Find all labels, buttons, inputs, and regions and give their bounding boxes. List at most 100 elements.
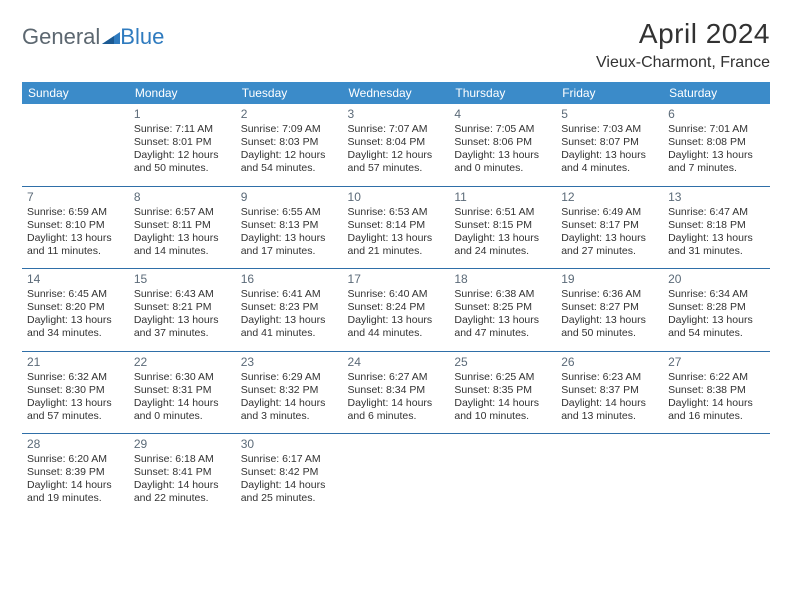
sunrise-line: Sunrise: 6:32 AM	[27, 371, 124, 384]
calendar-row: 28Sunrise: 6:20 AMSunset: 8:39 PMDayligh…	[22, 434, 770, 516]
daylight-line: Daylight: 13 hours and 21 minutes.	[348, 232, 445, 258]
calendar-cell: 26Sunrise: 6:23 AMSunset: 8:37 PMDayligh…	[556, 351, 663, 434]
calendar-cell: 3Sunrise: 7:07 AMSunset: 8:04 PMDaylight…	[343, 104, 450, 186]
calendar-cell: 1Sunrise: 7:11 AMSunset: 8:01 PMDaylight…	[129, 104, 236, 186]
sunrise-line: Sunrise: 6:27 AM	[348, 371, 445, 384]
calendar-row: 21Sunrise: 6:32 AMSunset: 8:30 PMDayligh…	[22, 351, 770, 434]
calendar-cell: 13Sunrise: 6:47 AMSunset: 8:18 PMDayligh…	[663, 186, 770, 269]
sunset-line: Sunset: 8:20 PM	[27, 301, 124, 314]
daylight-line: Daylight: 14 hours and 10 minutes.	[454, 397, 551, 423]
day-number: 21	[27, 355, 124, 370]
day-number: 10	[348, 190, 445, 205]
day-number: 8	[134, 190, 231, 205]
sunset-line: Sunset: 8:41 PM	[134, 466, 231, 479]
daylight-line: Daylight: 12 hours and 54 minutes.	[241, 149, 338, 175]
sunset-line: Sunset: 8:04 PM	[348, 136, 445, 149]
daylight-line: Daylight: 13 hours and 57 minutes.	[27, 397, 124, 423]
sunset-line: Sunset: 8:21 PM	[134, 301, 231, 314]
sunset-line: Sunset: 8:08 PM	[668, 136, 765, 149]
day-number: 23	[241, 355, 338, 370]
sunrise-line: Sunrise: 6:38 AM	[454, 288, 551, 301]
day-number: 13	[668, 190, 765, 205]
sunset-line: Sunset: 8:23 PM	[241, 301, 338, 314]
day-number: 27	[668, 355, 765, 370]
sunset-line: Sunset: 8:30 PM	[27, 384, 124, 397]
daylight-line: Daylight: 13 hours and 44 minutes.	[348, 314, 445, 340]
day-number: 15	[134, 272, 231, 287]
daylight-line: Daylight: 13 hours and 27 minutes.	[561, 232, 658, 258]
sunset-line: Sunset: 8:28 PM	[668, 301, 765, 314]
calendar-cell: 7Sunrise: 6:59 AMSunset: 8:10 PMDaylight…	[22, 186, 129, 269]
daylight-line: Daylight: 14 hours and 19 minutes.	[27, 479, 124, 505]
brand-logo: General Blue	[22, 18, 164, 50]
sunrise-line: Sunrise: 6:23 AM	[561, 371, 658, 384]
daylight-line: Daylight: 13 hours and 31 minutes.	[668, 232, 765, 258]
calendar-cell	[343, 434, 450, 516]
sunrise-line: Sunrise: 7:07 AM	[348, 123, 445, 136]
daylight-line: Daylight: 13 hours and 11 minutes.	[27, 232, 124, 258]
daylight-line: Daylight: 14 hours and 16 minutes.	[668, 397, 765, 423]
sunset-line: Sunset: 8:42 PM	[241, 466, 338, 479]
sunset-line: Sunset: 8:14 PM	[348, 219, 445, 232]
calendar-cell: 30Sunrise: 6:17 AMSunset: 8:42 PMDayligh…	[236, 434, 343, 516]
daylight-line: Daylight: 13 hours and 0 minutes.	[454, 149, 551, 175]
month-title: April 2024	[596, 18, 770, 50]
calendar-cell: 10Sunrise: 6:53 AMSunset: 8:14 PMDayligh…	[343, 186, 450, 269]
sunrise-line: Sunrise: 6:20 AM	[27, 453, 124, 466]
day-number: 12	[561, 190, 658, 205]
sunrise-line: Sunrise: 6:40 AM	[348, 288, 445, 301]
calendar-cell	[449, 434, 556, 516]
day-number: 14	[27, 272, 124, 287]
weekday-header: Thursday	[449, 82, 556, 104]
calendar-table: Sunday Monday Tuesday Wednesday Thursday…	[22, 82, 770, 516]
day-number: 24	[348, 355, 445, 370]
sunrise-line: Sunrise: 6:34 AM	[668, 288, 765, 301]
daylight-line: Daylight: 13 hours and 4 minutes.	[561, 149, 658, 175]
sunset-line: Sunset: 8:31 PM	[134, 384, 231, 397]
day-number: 22	[134, 355, 231, 370]
day-number: 30	[241, 437, 338, 452]
calendar-row: 14Sunrise: 6:45 AMSunset: 8:20 PMDayligh…	[22, 269, 770, 352]
daylight-line: Daylight: 14 hours and 3 minutes.	[241, 397, 338, 423]
sunset-line: Sunset: 8:06 PM	[454, 136, 551, 149]
day-number: 9	[241, 190, 338, 205]
sunset-line: Sunset: 8:01 PM	[134, 136, 231, 149]
calendar-cell: 22Sunrise: 6:30 AMSunset: 8:31 PMDayligh…	[129, 351, 236, 434]
calendar-cell: 9Sunrise: 6:55 AMSunset: 8:13 PMDaylight…	[236, 186, 343, 269]
day-number: 20	[668, 272, 765, 287]
day-number: 18	[454, 272, 551, 287]
weekday-header: Monday	[129, 82, 236, 104]
day-number: 26	[561, 355, 658, 370]
day-number: 19	[561, 272, 658, 287]
calendar-cell: 11Sunrise: 6:51 AMSunset: 8:15 PMDayligh…	[449, 186, 556, 269]
calendar-cell	[556, 434, 663, 516]
daylight-line: Daylight: 13 hours and 14 minutes.	[134, 232, 231, 258]
day-number: 4	[454, 107, 551, 122]
title-block: April 2024 Vieux-Charmont, France	[596, 18, 770, 72]
day-number: 29	[134, 437, 231, 452]
day-number: 16	[241, 272, 338, 287]
sunrise-line: Sunrise: 7:01 AM	[668, 123, 765, 136]
sunset-line: Sunset: 8:24 PM	[348, 301, 445, 314]
calendar-cell: 23Sunrise: 6:29 AMSunset: 8:32 PMDayligh…	[236, 351, 343, 434]
sunrise-line: Sunrise: 6:49 AM	[561, 206, 658, 219]
calendar-cell: 19Sunrise: 6:36 AMSunset: 8:27 PMDayligh…	[556, 269, 663, 352]
calendar-cell: 16Sunrise: 6:41 AMSunset: 8:23 PMDayligh…	[236, 269, 343, 352]
sunset-line: Sunset: 8:11 PM	[134, 219, 231, 232]
daylight-line: Daylight: 13 hours and 17 minutes.	[241, 232, 338, 258]
sunrise-line: Sunrise: 6:36 AM	[561, 288, 658, 301]
header: General Blue April 2024 Vieux-Charmont, …	[22, 18, 770, 72]
brand-part2: Blue	[120, 24, 164, 50]
sunset-line: Sunset: 8:32 PM	[241, 384, 338, 397]
daylight-line: Daylight: 13 hours and 37 minutes.	[134, 314, 231, 340]
sunrise-line: Sunrise: 6:41 AM	[241, 288, 338, 301]
calendar-cell	[22, 104, 129, 186]
sunset-line: Sunset: 8:13 PM	[241, 219, 338, 232]
sunrise-line: Sunrise: 6:47 AM	[668, 206, 765, 219]
daylight-line: Daylight: 14 hours and 22 minutes.	[134, 479, 231, 505]
calendar-cell: 14Sunrise: 6:45 AMSunset: 8:20 PMDayligh…	[22, 269, 129, 352]
sunset-line: Sunset: 8:17 PM	[561, 219, 658, 232]
sunrise-line: Sunrise: 7:05 AM	[454, 123, 551, 136]
calendar-cell: 2Sunrise: 7:09 AMSunset: 8:03 PMDaylight…	[236, 104, 343, 186]
sunrise-line: Sunrise: 6:57 AM	[134, 206, 231, 219]
